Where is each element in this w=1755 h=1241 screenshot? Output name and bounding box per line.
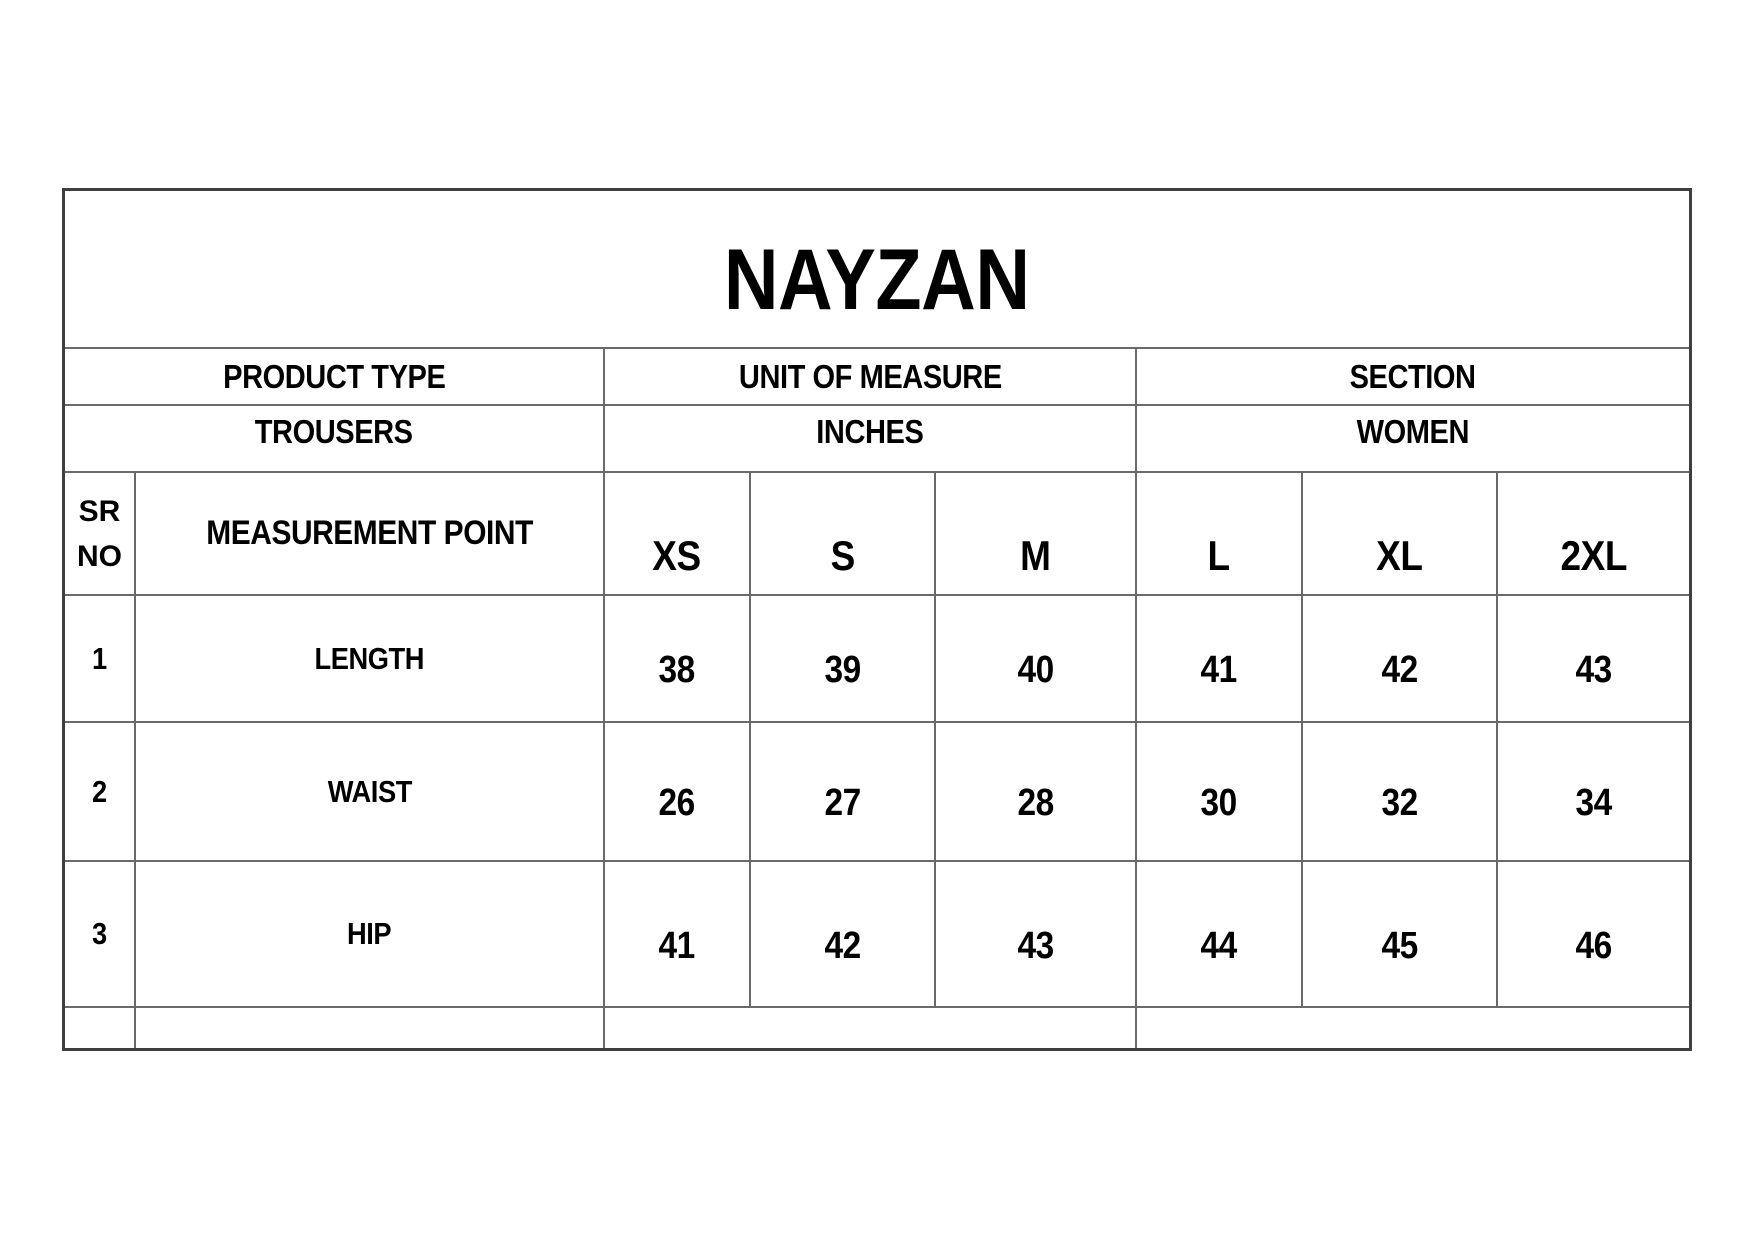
size-header-s: S — [751, 473, 936, 596]
size-header-m: M — [936, 473, 1137, 596]
size-header-l: L — [1137, 473, 1303, 596]
empty-cell-left-merged — [605, 1008, 1137, 1048]
value-hip-xl: 45 — [1303, 862, 1498, 1008]
value-hip-s: 42 — [751, 862, 936, 1008]
value-length-2xl: 43 — [1498, 596, 1689, 723]
size-header-xs: XS — [605, 473, 751, 596]
product-type-label: PRODUCT TYPE — [65, 349, 605, 406]
value-length-xl: 42 — [1303, 596, 1498, 723]
section-label: SECTION — [1137, 349, 1689, 406]
value-length-xs: 38 — [605, 596, 751, 723]
brand-title-text: NAYZAN — [724, 231, 1030, 328]
value-waist-l: 30 — [1137, 723, 1303, 862]
row-length-point: LENGTH — [136, 596, 605, 723]
row-hip-point: HIP — [136, 862, 605, 1008]
product-type-value: TROUSERS — [65, 406, 605, 473]
size-chart-table: NAYZAN PRODUCT TYPE UNIT OF MEASURE SECT… — [62, 188, 1692, 1051]
empty-cell-measurement-point — [136, 1008, 605, 1048]
value-waist-s: 27 — [751, 723, 936, 862]
sr-no-header: SR NO — [65, 473, 136, 596]
value-length-m: 40 — [936, 596, 1137, 723]
row-hip-sr: 3 — [65, 862, 136, 1008]
brand-title: NAYZAN — [65, 191, 1689, 349]
value-waist-xl: 32 — [1303, 723, 1498, 862]
empty-cell-right-merged — [1137, 1008, 1689, 1048]
row-waist-point: WAIST — [136, 723, 605, 862]
value-hip-xs: 41 — [605, 862, 751, 1008]
unit-of-measure-label: UNIT OF MEASURE — [605, 349, 1137, 406]
value-length-l: 41 — [1137, 596, 1303, 723]
row-waist-sr: 2 — [65, 723, 136, 862]
row-length-sr: 1 — [65, 596, 136, 723]
value-hip-2xl: 46 — [1498, 862, 1689, 1008]
value-hip-l: 44 — [1137, 862, 1303, 1008]
value-waist-2xl: 34 — [1498, 723, 1689, 862]
unit-of-measure-value: INCHES — [605, 406, 1137, 473]
value-waist-m: 28 — [936, 723, 1137, 862]
value-length-s: 39 — [751, 596, 936, 723]
measurement-point-header: MEASUREMENT POINT — [136, 473, 605, 596]
size-header-2xl: 2XL — [1498, 473, 1689, 596]
value-hip-m: 43 — [936, 862, 1137, 1008]
value-waist-xs: 26 — [605, 723, 751, 862]
section-value: WOMEN — [1137, 406, 1689, 473]
size-header-xl: XL — [1303, 473, 1498, 596]
empty-cell-sr — [65, 1008, 136, 1048]
